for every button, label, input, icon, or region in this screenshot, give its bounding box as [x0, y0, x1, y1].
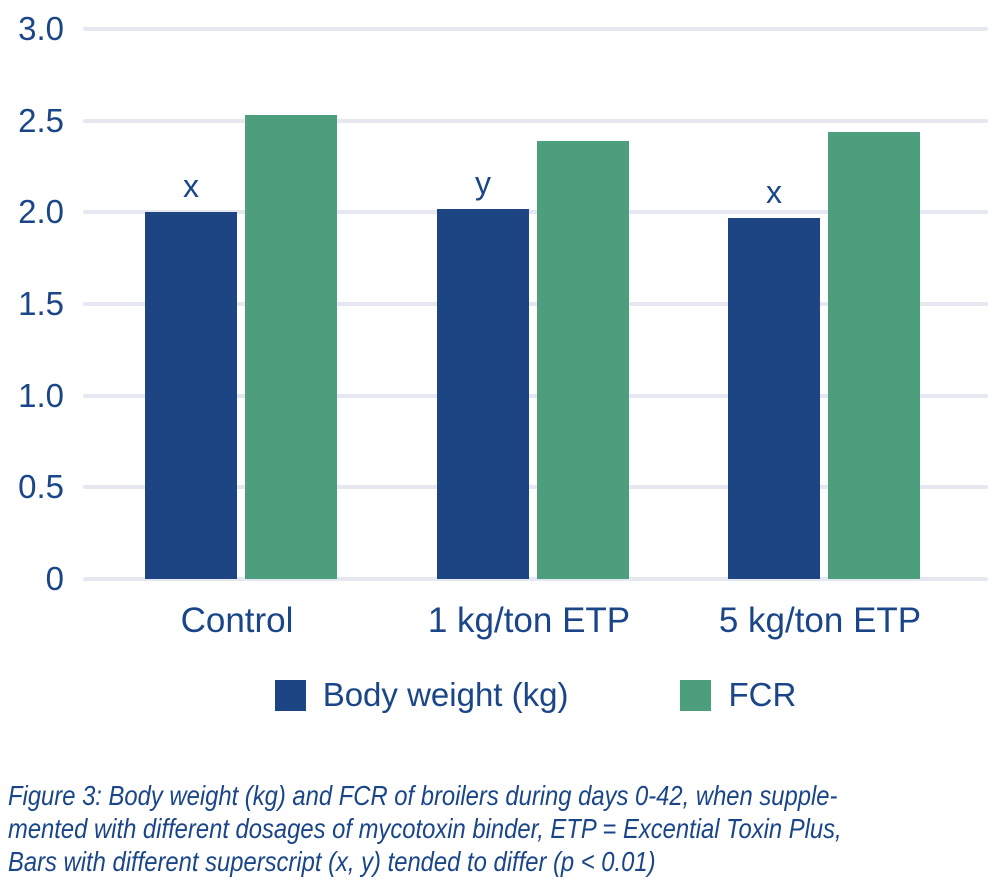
x-axis-category-label: 5 kg/ton ETP — [718, 601, 922, 640]
caption-line: mented with different dosages of mycotox… — [8, 813, 842, 844]
bar-body-weight-2 — [437, 209, 529, 579]
x-axis-category-label: Control — [180, 601, 294, 640]
chart-legend: Body weight (kg) FCR — [83, 676, 988, 714]
legend-label-body-weight: Body weight (kg) — [322, 676, 569, 713]
gridline-y0 — [83, 577, 988, 581]
caption-line: Bars with different superscript (x, y) t… — [8, 846, 656, 877]
y-axis-tick-label: 3.0 — [18, 9, 64, 47]
x-axis-category-label: 1 kg/ton ETP — [427, 601, 631, 640]
gridline-y0.5 — [83, 485, 988, 490]
legend-swatch-fcr — [680, 679, 712, 711]
bar-body-weight-3 — [728, 218, 820, 579]
caption-line: Figure 3: Body weight (kg) and FCR of br… — [8, 780, 838, 811]
bar-superscript-label: x — [766, 174, 782, 210]
gridline-y3.0 — [83, 26, 988, 31]
y-axis-tick-label: 1.5 — [18, 284, 64, 322]
gridline-y1.0 — [83, 393, 988, 398]
legend-item-body-weight: Body weight (kg) — [274, 676, 569, 714]
gridline-y2.5 — [83, 118, 988, 123]
bar-fcr-3 — [828, 132, 920, 579]
figure-caption: Figure 3: Body weight (kg) and FCR of br… — [8, 779, 989, 878]
legend-item-fcr: FCR — [680, 676, 796, 714]
gridline-y2.0 — [83, 210, 988, 215]
y-axis-tick-label: 0 — [45, 560, 64, 597]
gridline-y1.5 — [83, 301, 988, 306]
y-axis-tick-label: 2.5 — [18, 101, 64, 139]
bar-superscript-label: x — [183, 168, 199, 204]
bar-fcr-1 — [245, 115, 337, 579]
y-axis-tick-label: 2.0 — [18, 193, 64, 231]
bar-fcr-2 — [537, 141, 629, 579]
bar-superscript-label: y — [475, 165, 491, 201]
legend-swatch-body-weight — [274, 679, 306, 711]
legend-label-fcr: FCR — [728, 676, 797, 713]
y-axis-tick-label: 1.0 — [18, 376, 64, 414]
y-axis-tick-label: 0.5 — [18, 468, 64, 506]
bar-body-weight-1 — [145, 212, 237, 579]
